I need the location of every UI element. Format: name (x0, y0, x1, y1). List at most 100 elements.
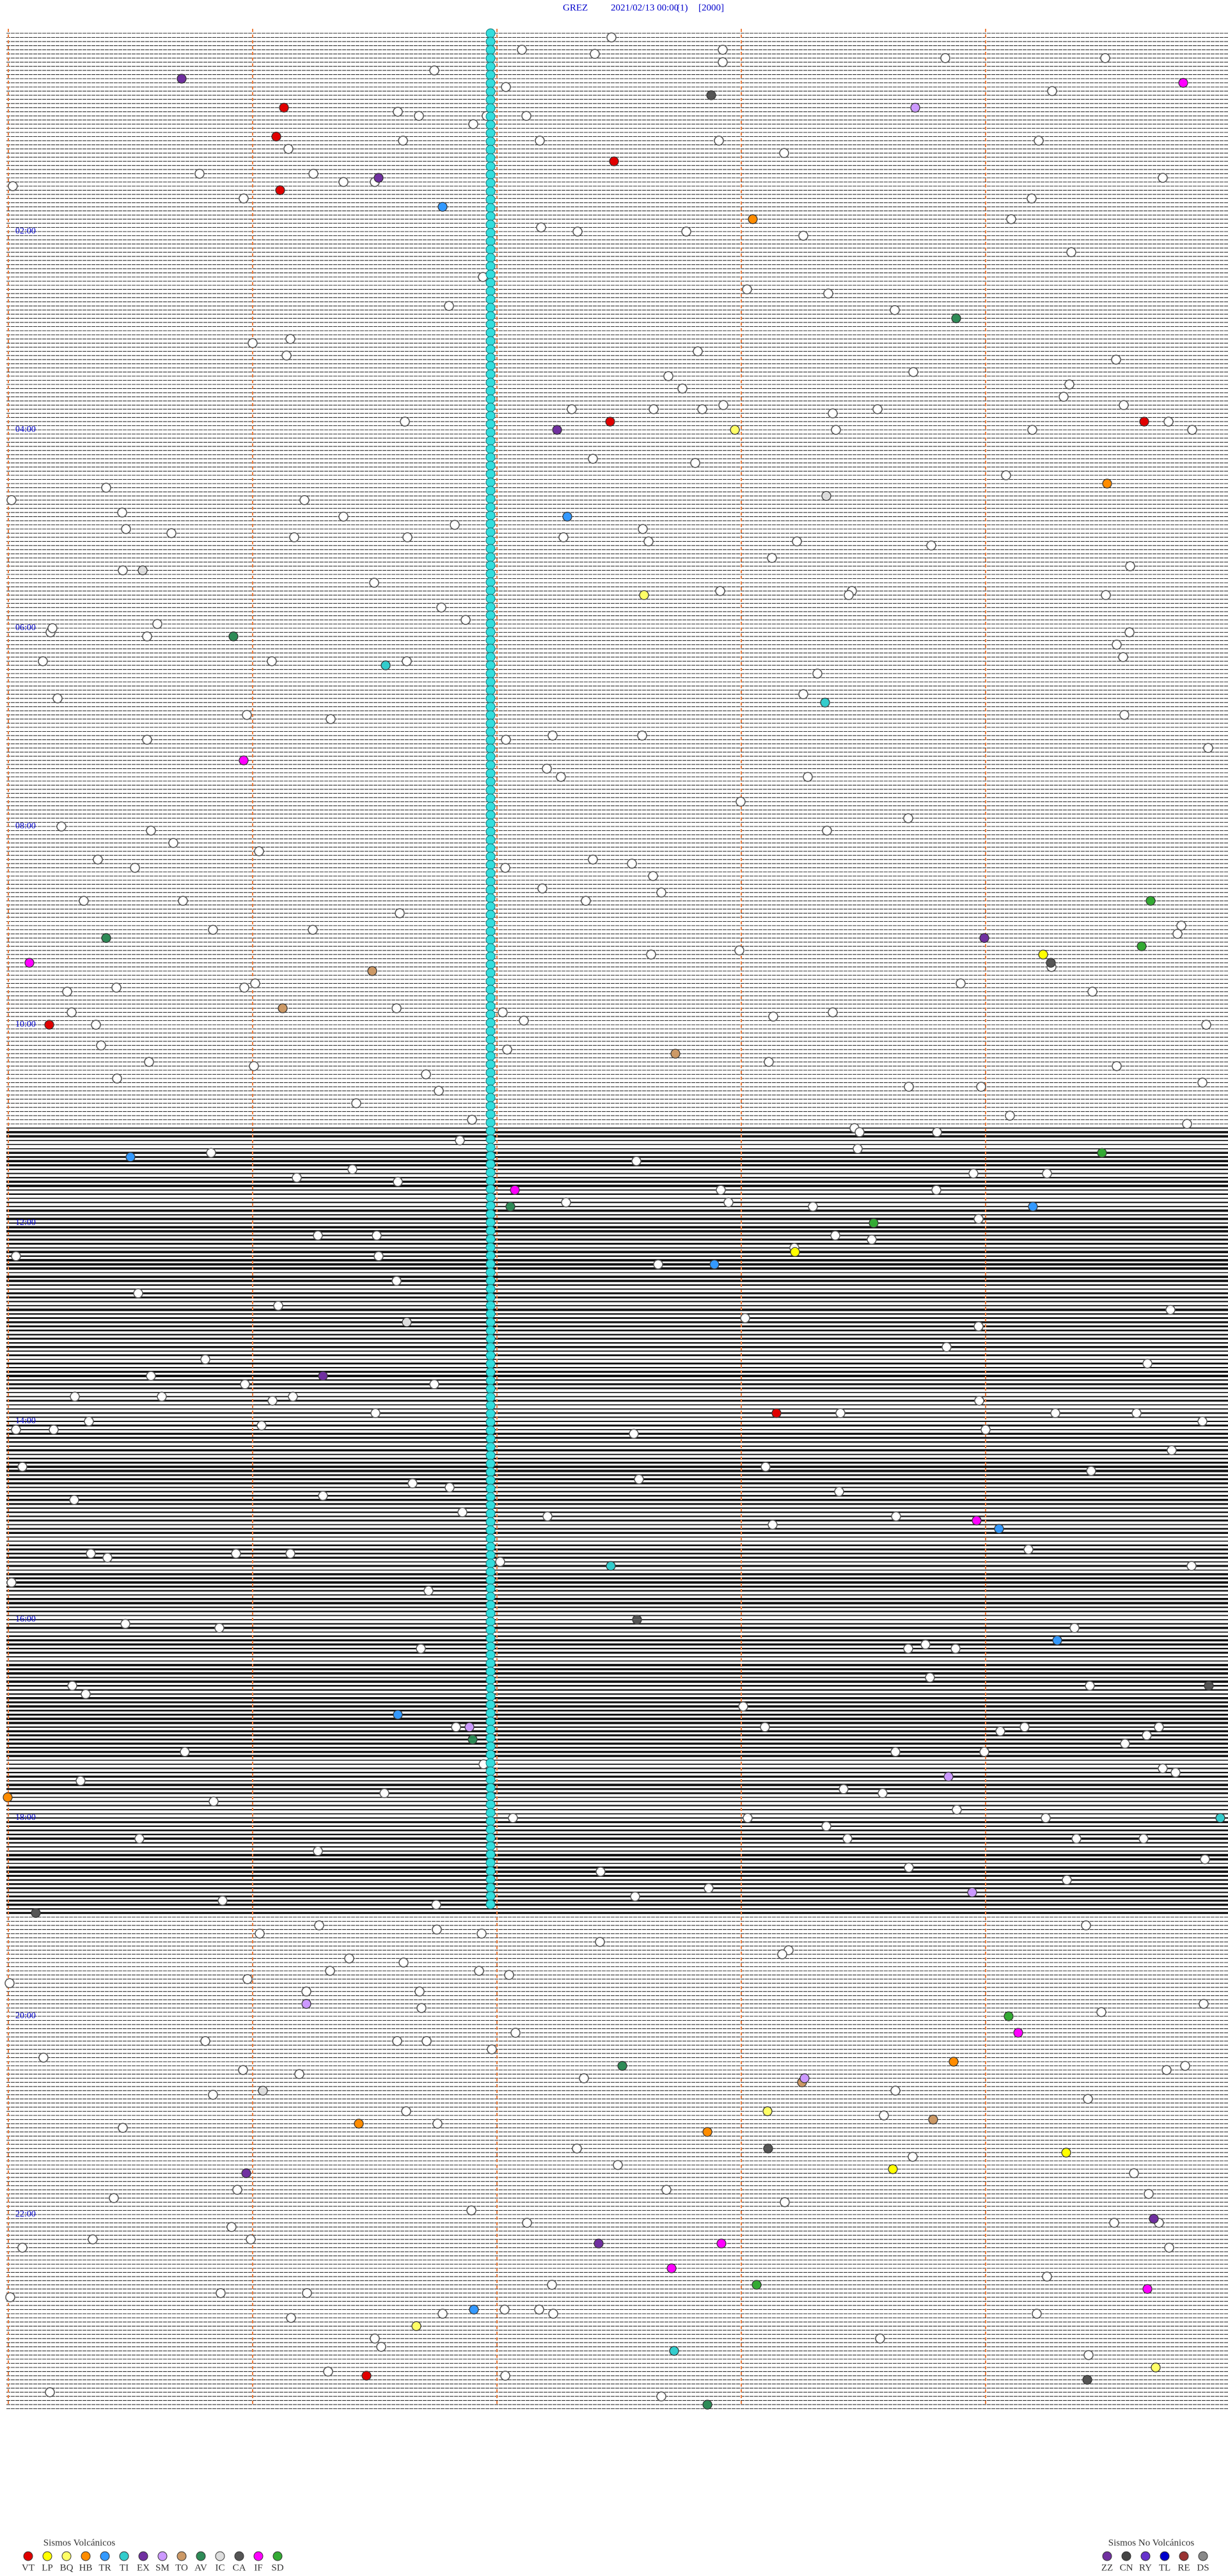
legend-code: TR (98, 2563, 111, 2573)
event-marker (771, 1408, 782, 1418)
event-marker (166, 528, 177, 539)
event-marker (690, 457, 700, 468)
event-marker (38, 2052, 49, 2063)
tremor-marker (485, 677, 496, 687)
event-marker (1112, 1061, 1122, 1071)
event-marker (1145, 896, 1156, 906)
tremor-marker (485, 1300, 496, 1311)
event-marker (286, 2312, 296, 2323)
event-marker (468, 119, 478, 129)
event-marker (1023, 1544, 1034, 1554)
event-marker (338, 511, 349, 522)
event-marker (995, 1726, 1005, 1737)
event-marker (706, 90, 716, 100)
tremor-marker (485, 278, 496, 288)
event-marker (344, 1953, 354, 1964)
event-marker (250, 978, 260, 989)
tremor-marker (485, 1018, 496, 1028)
event-marker (808, 1201, 818, 1212)
event-marker (548, 2309, 558, 2319)
tremor-marker (485, 461, 496, 471)
tremor-marker (485, 170, 496, 180)
event-marker (702, 2127, 712, 2137)
event-marker (536, 222, 546, 233)
legend-swatch (1160, 2551, 1170, 2561)
hour-label: 16:00 (15, 1615, 36, 1624)
event-marker (904, 1082, 914, 1092)
event-marker (6, 495, 17, 505)
event-marker (130, 862, 140, 873)
event-marker (519, 1015, 529, 1026)
event-marker (742, 284, 752, 295)
event-marker (1203, 743, 1213, 754)
event-marker (168, 838, 178, 848)
event-marker (301, 1999, 311, 2009)
tremor-marker (485, 253, 496, 263)
event-marker (501, 734, 511, 745)
event-marker (1081, 1920, 1091, 1931)
tremor-marker (485, 502, 496, 512)
event-marker (118, 565, 128, 576)
event-marker (288, 1391, 298, 1402)
tremor-marker (485, 1026, 496, 1036)
event-marker (738, 1701, 748, 1712)
event-marker (495, 1556, 505, 1567)
hour-label: 02:00 (15, 226, 36, 236)
event-marker (714, 136, 724, 146)
event-marker (69, 1494, 79, 1505)
event-marker (502, 1045, 512, 1055)
legend-swatch (234, 2551, 244, 2561)
event-marker (79, 896, 89, 906)
tremor-marker (485, 1600, 496, 1610)
event-marker (812, 668, 823, 679)
tremor-marker (485, 1242, 496, 1252)
event-marker (67, 1680, 77, 1691)
hour-label: 18:00 (15, 1813, 36, 1822)
event-marker (799, 2073, 810, 2083)
event-marker (152, 619, 162, 629)
tremor-marker (485, 1750, 496, 1760)
event-marker (381, 660, 391, 670)
tremor-marker (485, 1059, 496, 1070)
legend-code: LP (42, 2563, 53, 2573)
tremor-marker (485, 211, 496, 221)
event-marker (630, 1891, 640, 1902)
event-marker (631, 1156, 642, 1166)
event-marker (101, 482, 111, 493)
legend-swatch (272, 2551, 283, 2561)
legend-swatch (23, 2551, 33, 2561)
event-marker (908, 2151, 918, 2162)
event-marker (558, 532, 569, 542)
event-marker (1120, 1739, 1130, 1749)
tremor-marker (485, 785, 496, 795)
event-marker (6, 1577, 17, 1588)
event-marker (1138, 1833, 1149, 1844)
event-marker (627, 858, 637, 869)
event-marker (267, 1395, 278, 1406)
event-marker (81, 1689, 91, 1700)
tremor-marker (485, 1201, 496, 1211)
tremor-marker (485, 1550, 496, 1560)
event-marker (867, 1235, 877, 1245)
event-marker (1032, 2309, 1042, 2319)
event-marker (450, 519, 460, 530)
events (3, 28, 1225, 2410)
event-marker (634, 1474, 644, 1485)
tremor-marker (485, 1217, 496, 1228)
hour-label: 08:00 (15, 821, 36, 831)
event-marker (830, 1230, 840, 1241)
event-marker (798, 230, 808, 241)
event-marker (464, 1722, 475, 1732)
legend-swatch (138, 2551, 148, 2561)
event-marker (429, 65, 439, 75)
legend-swatch (100, 2551, 110, 2561)
tremor-marker (485, 1051, 496, 1061)
tremor-marker (485, 1109, 496, 1119)
event-marker (112, 1073, 122, 1084)
tremor-marker (485, 1658, 496, 1668)
event-marker (326, 714, 336, 724)
event-marker (637, 731, 647, 741)
event-marker (693, 346, 703, 357)
event-marker (661, 2185, 672, 2195)
tremor-marker (485, 53, 496, 63)
